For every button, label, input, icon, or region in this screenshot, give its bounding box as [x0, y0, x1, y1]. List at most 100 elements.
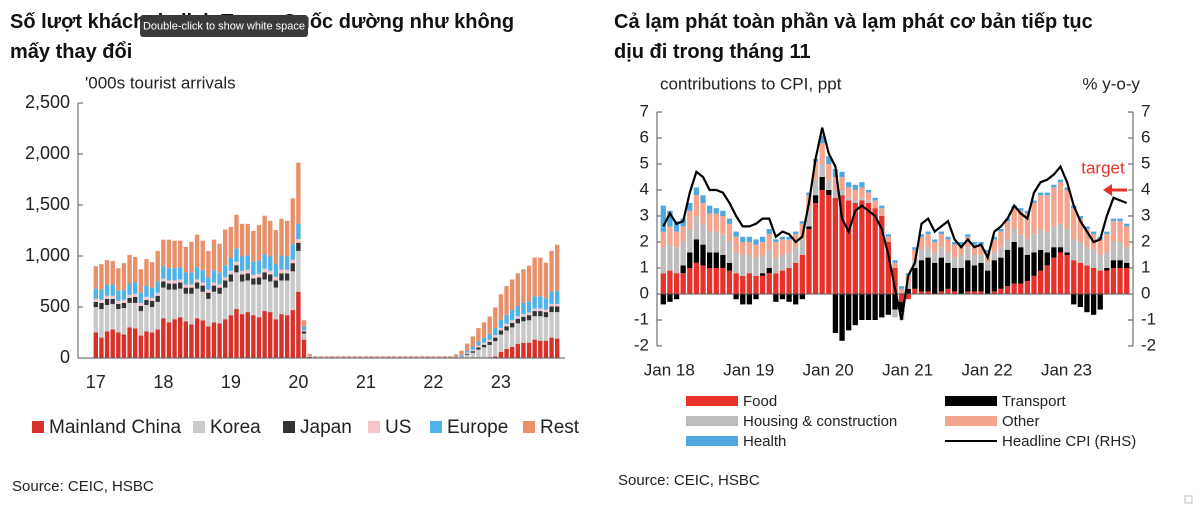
- bar: [217, 284, 222, 288]
- bar: [228, 281, 234, 316]
- bar: [526, 315, 532, 321]
- bar: [958, 244, 964, 255]
- bar: [812, 203, 819, 294]
- bar: [268, 256, 273, 271]
- bar: [918, 291, 925, 294]
- bar: [284, 280, 290, 316]
- legend-swatch: [283, 421, 295, 433]
- bar: [786, 294, 792, 302]
- bar: [991, 236, 997, 240]
- bar: [991, 252, 997, 261]
- y-tick-label: 3: [640, 205, 649, 224]
- bar: [178, 288, 183, 318]
- bar: [262, 254, 267, 269]
- bar: [951, 257, 958, 268]
- bar: [245, 269, 250, 274]
- y-tick-label: 500: [40, 296, 70, 316]
- bar: [680, 265, 686, 274]
- y-tick-label: 2,000: [25, 143, 70, 163]
- bar: [786, 239, 792, 253]
- bar: [932, 239, 938, 242]
- bar: [726, 223, 733, 242]
- bar: [918, 234, 925, 237]
- bar: [217, 323, 222, 358]
- bar: [1104, 231, 1110, 235]
- bar: [1051, 187, 1057, 227]
- bar: [144, 296, 149, 300]
- bar: [161, 281, 166, 288]
- bar: [335, 356, 340, 358]
- bar: [515, 316, 520, 319]
- y-tick-label: 5: [640, 153, 649, 172]
- bar: [470, 351, 475, 353]
- bar: [872, 197, 878, 201]
- bar: [200, 270, 205, 283]
- y2-tick-label: 6: [1141, 127, 1150, 146]
- bar: [509, 322, 515, 328]
- bar: [865, 200, 872, 203]
- bar: [493, 341, 498, 357]
- bar: [549, 303, 554, 307]
- bar: [660, 205, 666, 232]
- bar: [1018, 234, 1024, 248]
- bar: [442, 356, 447, 358]
- legend-label: Europe: [447, 417, 508, 438]
- bar: [951, 242, 958, 245]
- bar: [127, 297, 132, 303]
- bar: [733, 231, 739, 237]
- bar: [521, 321, 526, 343]
- bar: [951, 291, 958, 294]
- bar: [898, 288, 905, 294]
- bar: [898, 301, 905, 313]
- annotation-text: target: [1081, 158, 1125, 177]
- bar: [938, 247, 944, 258]
- bar: [290, 263, 295, 272]
- bar: [549, 250, 554, 292]
- bar: [262, 279, 267, 312]
- bar: [740, 255, 746, 276]
- bar: [296, 291, 301, 358]
- bar: [526, 342, 532, 358]
- bar: [1090, 231, 1097, 235]
- x-tick-label: 18: [153, 372, 173, 392]
- bar: [1077, 294, 1083, 307]
- bar: [138, 311, 144, 336]
- bar: [93, 332, 99, 358]
- bar: [773, 294, 779, 302]
- bar: [793, 231, 799, 235]
- bar: [251, 278, 256, 285]
- bar: [1084, 265, 1090, 294]
- bar: [498, 294, 504, 320]
- bar: [971, 244, 978, 255]
- bar: [938, 231, 944, 235]
- bar: [1097, 255, 1103, 271]
- x-tick-label: 22: [423, 372, 443, 392]
- bar: [144, 304, 149, 332]
- bar: [481, 347, 487, 358]
- bar: [786, 236, 792, 240]
- bar: [284, 269, 290, 274]
- bar: [1064, 190, 1070, 229]
- bar: [1037, 192, 1044, 196]
- bar: [554, 290, 560, 304]
- bar: [509, 279, 515, 311]
- bar: [793, 294, 799, 305]
- bar: [832, 190, 839, 198]
- bar: [223, 287, 228, 320]
- bar: [133, 296, 138, 303]
- bar: [504, 286, 509, 315]
- bar: [879, 208, 885, 216]
- bar: [746, 255, 753, 274]
- y2-tick-label: 2: [1141, 231, 1150, 250]
- bar: [786, 252, 792, 268]
- bar: [720, 268, 726, 294]
- bar: [166, 280, 172, 284]
- bar: [806, 192, 812, 196]
- bar: [1077, 262, 1083, 294]
- bar: [1124, 226, 1130, 248]
- bar: [713, 252, 719, 268]
- bar: [268, 220, 273, 257]
- bar: [133, 257, 138, 283]
- bar: [189, 272, 194, 285]
- bar: [1044, 265, 1050, 294]
